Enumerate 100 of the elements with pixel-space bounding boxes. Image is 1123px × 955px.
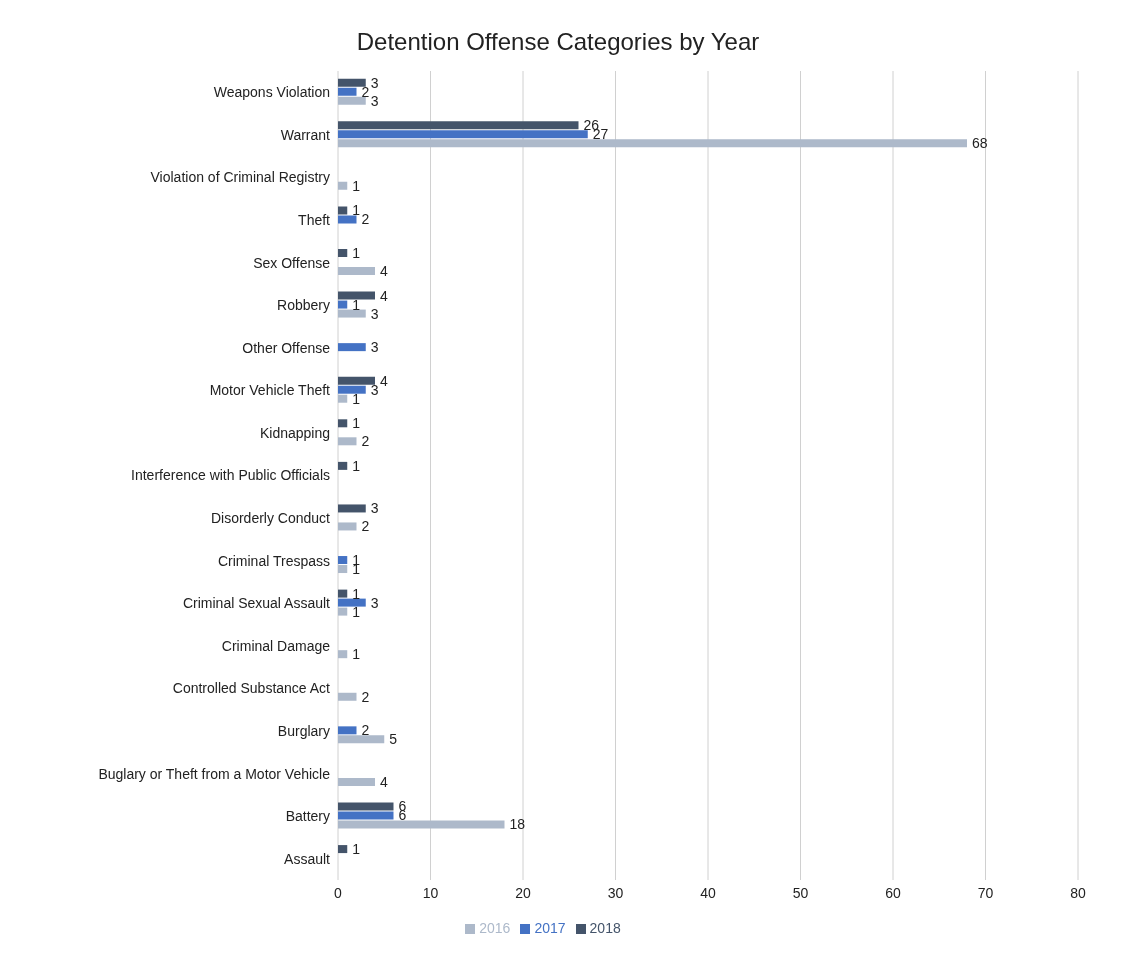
bar	[338, 735, 385, 744]
data-label: 3	[370, 305, 379, 322]
data-label: 2	[361, 433, 370, 450]
bar	[338, 650, 348, 659]
bar	[338, 343, 366, 352]
y-tick-label: Motor Vehicle Theft	[209, 382, 331, 399]
data-label: 3	[370, 92, 379, 109]
data-label: 2	[361, 688, 370, 705]
data-label: 1	[352, 202, 361, 219]
y-tick-label: Kidnapping	[259, 424, 330, 441]
y-tick-label: Theft	[298, 212, 331, 228]
x-tick-label: 0	[334, 884, 343, 901]
bar	[338, 504, 366, 513]
bar	[338, 130, 588, 139]
chart-title: Detention Offense Categories by Year	[355, 27, 761, 57]
data-label: 4	[380, 372, 388, 389]
data-label: 1	[352, 457, 361, 474]
y-tick-label: Controlled Substance Act	[172, 680, 331, 697]
bar	[338, 437, 357, 446]
data-label: 1	[352, 390, 361, 407]
data-label: 2	[361, 722, 370, 739]
y-tick-label: Weapons Violation	[213, 84, 330, 101]
data-label: 1	[352, 603, 361, 620]
bar	[338, 385, 366, 394]
y-tick-label: Criminal Trespass	[217, 552, 330, 569]
data-label: 4	[380, 287, 388, 304]
data-label: 2	[361, 518, 370, 535]
bar	[338, 726, 357, 735]
data-label: 1	[352, 177, 361, 194]
bar	[338, 522, 357, 531]
bar	[338, 248, 348, 257]
data-label: 1	[352, 244, 361, 261]
bar	[338, 300, 348, 309]
data-label: 4	[380, 773, 388, 790]
bar	[338, 589, 348, 598]
bar	[338, 556, 348, 565]
bar	[338, 87, 357, 96]
x-tick-label: 10	[422, 884, 439, 901]
data-label: 5	[389, 731, 398, 748]
bar	[338, 419, 348, 428]
bar	[338, 845, 348, 854]
data-label: 1	[352, 415, 361, 432]
bar	[338, 461, 348, 470]
bar	[338, 607, 348, 616]
y-tick-label: Assault	[284, 850, 331, 867]
y-tick-label: Buglary or Theft from a Motor Vehicle	[98, 765, 331, 782]
bar	[338, 96, 366, 105]
bar	[338, 266, 375, 275]
bar	[338, 565, 348, 574]
data-label: 3	[370, 594, 379, 611]
data-label: 68	[972, 135, 988, 152]
y-tick-label: Warrant	[280, 126, 331, 143]
bar	[338, 291, 375, 300]
data-label: 3	[370, 339, 379, 356]
data-label: 2	[361, 83, 370, 100]
x-tick-label: 30	[607, 884, 624, 901]
data-label: 4	[380, 262, 388, 279]
legend-label: 2016	[479, 920, 511, 936]
x-tick-label: 70	[977, 884, 994, 901]
legend-label: 2018	[589, 920, 621, 936]
y-tick-label: Other Offense	[242, 339, 331, 356]
x-tick-label: 80	[1070, 884, 1086, 901]
bar	[338, 777, 375, 786]
bar	[338, 692, 357, 701]
data-label: 3	[370, 381, 379, 398]
y-tick-label: Burglary	[277, 722, 330, 739]
y-tick-label: Violation of Criminal Registry	[150, 169, 330, 186]
data-label: 1	[352, 585, 361, 602]
bar	[338, 181, 348, 190]
x-tick-label: 50	[792, 884, 809, 901]
bar	[338, 376, 375, 385]
data-label: 1	[352, 296, 361, 313]
y-tick-label: Criminal Sexual Assault	[182, 595, 331, 612]
x-tick-label: 60	[885, 884, 901, 901]
bar	[338, 206, 348, 215]
data-label: 3	[370, 74, 379, 91]
y-tick-label: Disorderly Conduct	[210, 510, 331, 527]
y-tick-label: Robbery	[277, 297, 330, 314]
bar	[338, 820, 505, 829]
bar	[338, 215, 357, 224]
bar	[338, 78, 366, 87]
data-label: 1	[352, 646, 361, 663]
bar	[338, 802, 394, 811]
y-tick-label: Interference with Public Officials	[131, 467, 330, 484]
bar	[338, 598, 366, 607]
data-label: 1	[352, 841, 361, 858]
bar	[338, 394, 348, 403]
x-tick-label: 40	[700, 884, 716, 901]
bar	[338, 121, 579, 130]
bar	[338, 139, 967, 148]
x-tick-label: 20	[515, 884, 531, 901]
y-tick-label: Battery	[285, 808, 330, 825]
data-label: 3	[370, 500, 379, 517]
bar	[338, 309, 366, 318]
y-tick-label: Criminal Damage	[221, 637, 331, 654]
data-label: 2	[361, 211, 370, 228]
bar	[338, 811, 394, 820]
data-label: 18	[509, 816, 526, 833]
y-tick-label: Sex Offense	[253, 254, 331, 271]
legend-label: 2017	[534, 920, 566, 936]
